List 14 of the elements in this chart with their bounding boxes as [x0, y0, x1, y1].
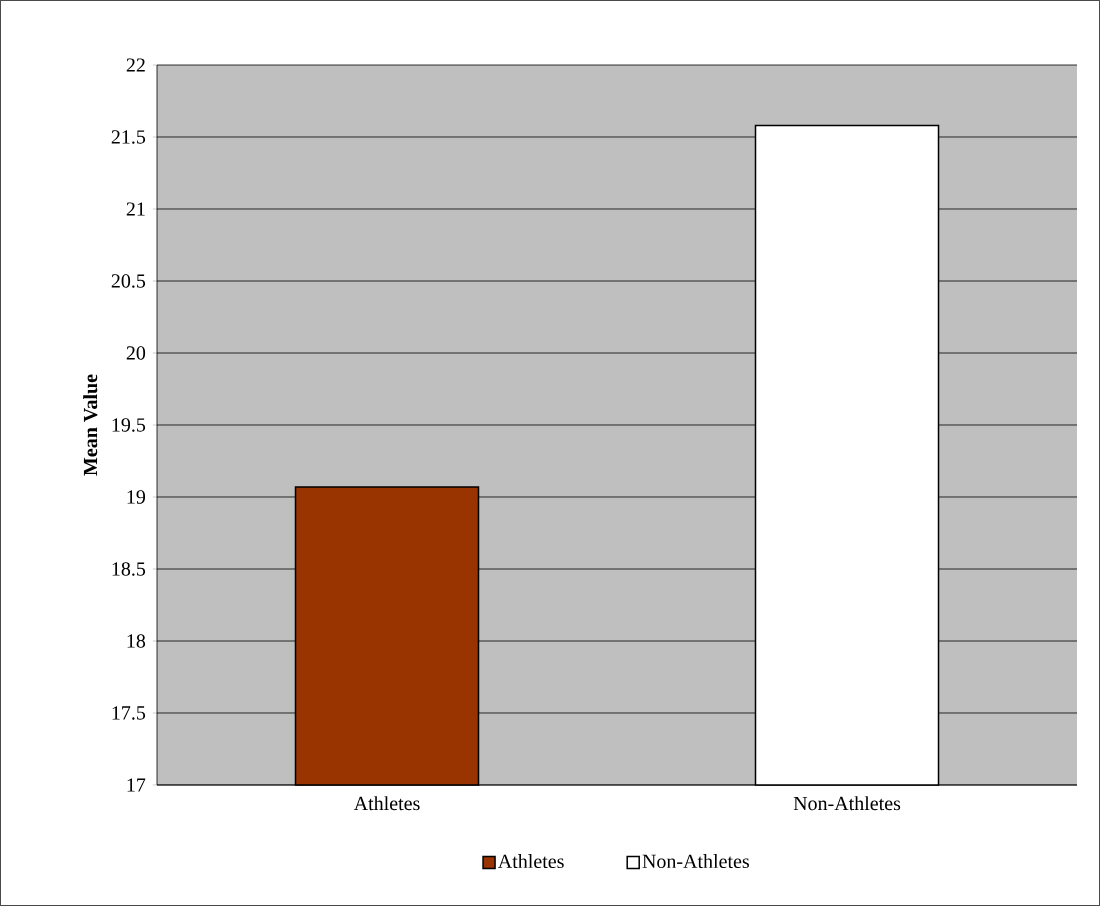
- y-tick-label: 18.5: [112, 562, 146, 576]
- y-tick-label: 17: [127, 778, 146, 792]
- y-tick-label: 17.5: [112, 706, 146, 720]
- y-tick-label: 21.5: [111, 130, 146, 144]
- y-tick-label: 21: [126, 202, 145, 216]
- legend-label: Non-Athletes: [642, 853, 749, 869]
- y-axis-title: Mean Value: [83, 374, 98, 476]
- legend-label: Athletes: [497, 853, 564, 869]
- y-tick-label: 20.5: [111, 274, 146, 288]
- y-tick-label: 18: [127, 634, 146, 648]
- y-tick-label: 19.5: [112, 418, 146, 432]
- y-tick-label: 19: [127, 490, 146, 504]
- y-tick-label: 22: [126, 58, 145, 72]
- y-tick-label: 20: [126, 346, 146, 360]
